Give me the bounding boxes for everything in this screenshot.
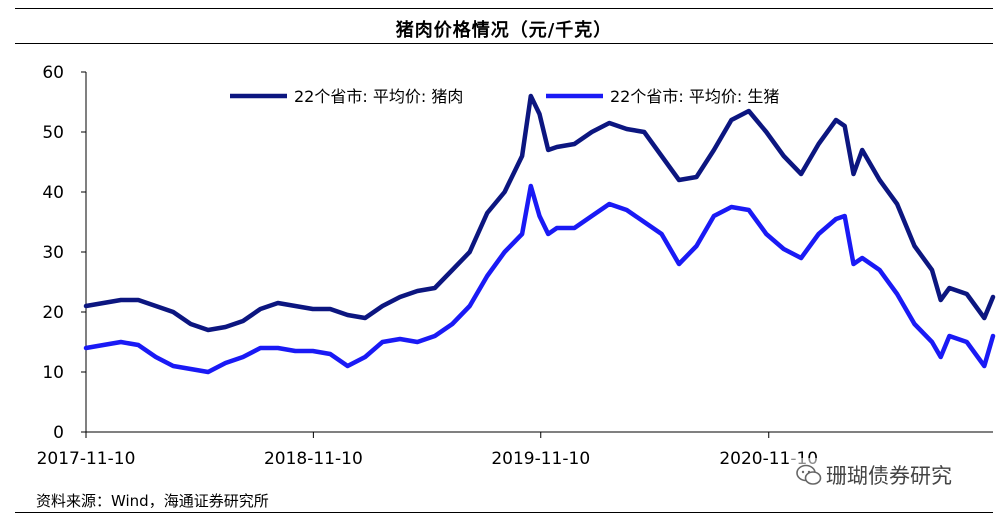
chart-title-bar: 猪肉价格情况（元/千克） [15,8,993,44]
watermark: 珊瑚债券研究 [790,458,958,492]
footer-rule [15,512,993,513]
legend-label-2: 22个省市: 平均价: 生猪 [610,87,779,106]
y-tick-label: 30 [42,243,64,263]
title-bottom-rule [15,43,993,44]
title-top-rule [15,8,993,9]
y-tick-label: 50 [42,123,64,143]
chart-title: 猪肉价格情况（元/千克） [395,20,613,41]
y-tick-label: 10 [42,363,64,383]
y-tick-label: 60 [42,63,64,83]
series-line-1 [83,93,996,333]
source-note: 资料来源：Wind，海通证券研究所 [36,492,269,510]
y-tick-label: 20 [42,303,64,323]
watermark-text: 珊瑚债券研究 [826,464,952,488]
wechat-icon [796,464,822,485]
x-tick-label: 2019-11-10 [491,449,590,469]
x-tick-label: 2018-11-10 [264,449,363,469]
y-tick-label: 40 [42,183,64,203]
y-tick-label: 0 [53,423,64,443]
series-line-2 [83,183,996,375]
legend-label-1: 22个省市: 平均价: 猪肉 [294,87,463,106]
x-tick-label: 2017-11-10 [37,449,136,469]
